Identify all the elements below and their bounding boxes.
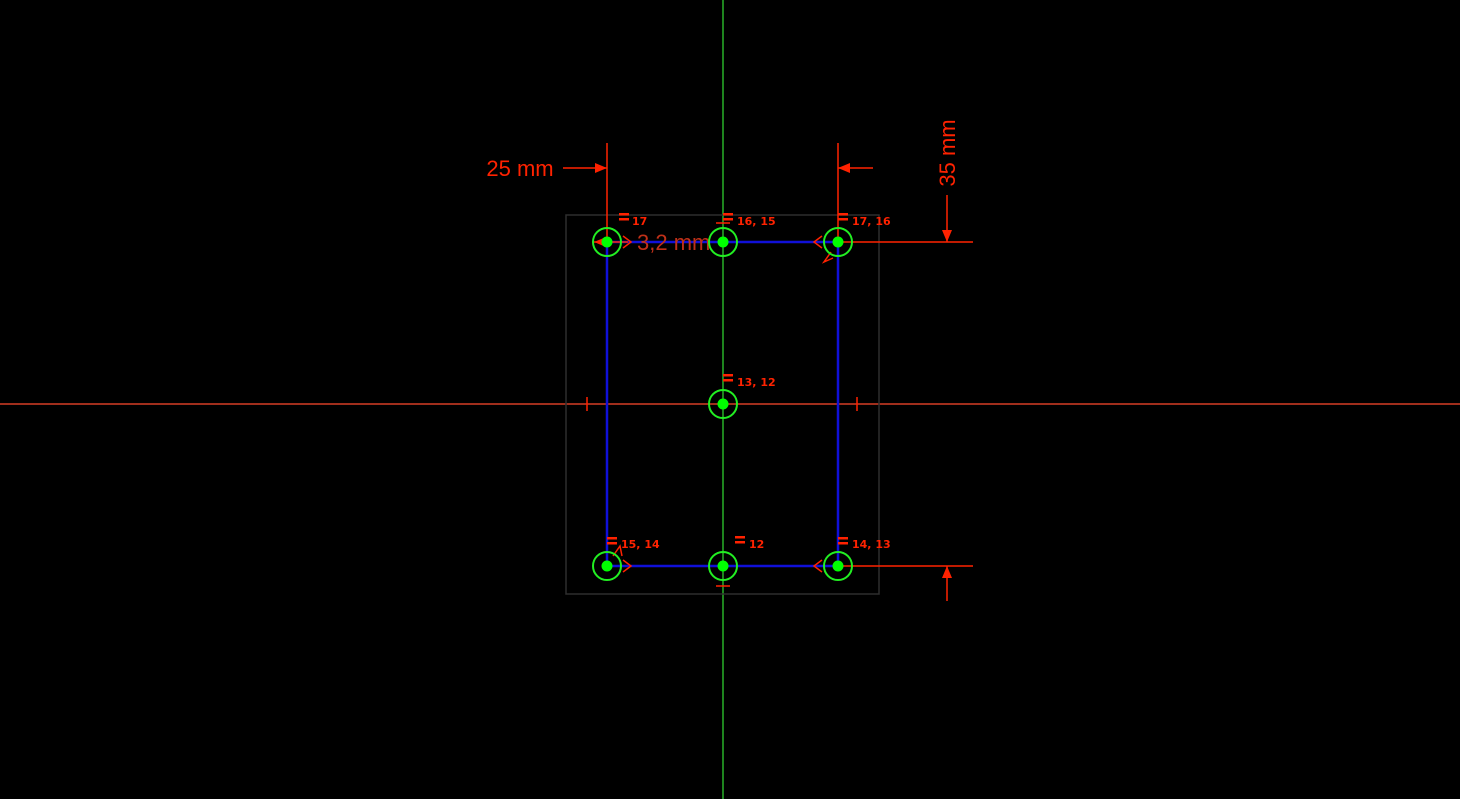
constraint-equal-bottom-right[interactable]: 14, 13: [838, 537, 891, 551]
equal-icon-bar: [723, 218, 733, 221]
point-bottom-left[interactable]: [592, 551, 622, 581]
constraint-equal-bottom-left[interactable]: 15, 14: [607, 537, 660, 551]
vertical-dimension[interactable]: 35 mm: [838, 119, 973, 601]
constraint-equal-center[interactable]: 13, 12: [723, 374, 776, 389]
constraint-equal-top-left[interactable]: 17: [619, 213, 647, 228]
equal-icon-bar: [838, 218, 848, 221]
corner-marker-bottom-right: [812, 559, 823, 573]
equal-icon: [723, 213, 733, 216]
corner-marker-bottom-left: [622, 559, 633, 573]
radius-dimension-label[interactable]: 3,2 mm: [637, 230, 710, 255]
radius-dimension[interactable]: 3,2 mm: [594, 230, 710, 255]
equal-icon: [619, 213, 629, 216]
equal-icon: [723, 374, 733, 377]
corner-marker-top-right: [812, 235, 823, 249]
equal-icon-bar: [607, 542, 617, 545]
constraint-equal-top-mid[interactable]: 16, 15: [723, 213, 776, 228]
radius-chevron: [622, 235, 633, 249]
constraint-label: 13, 12: [737, 376, 776, 389]
point-bottom-right[interactable]: [823, 551, 853, 581]
corner-marker-top-right-lower: [821, 251, 834, 264]
constraint-label: 15, 14: [621, 538, 660, 551]
constraint-label: 16, 15: [737, 215, 776, 228]
point-top-right[interactable]: [823, 227, 853, 257]
constraint-label: 17: [632, 215, 647, 228]
vertical-dimension-label[interactable]: 35 mm: [935, 119, 960, 186]
constraint-equal-bottom-mid[interactable]: 12: [735, 536, 764, 551]
constraint-equal-top-right[interactable]: 17, 16: [838, 213, 891, 228]
equal-icon: [735, 536, 745, 539]
equal-icon-bar: [838, 542, 848, 545]
corner-marker-bottom-left-upper: [612, 544, 623, 557]
equal-icon-bar: [723, 379, 733, 382]
equal-icon: [838, 537, 848, 540]
constraint-label: 12: [749, 538, 764, 551]
horizontal-dimension[interactable]: 25 mm: [486, 143, 873, 242]
constraint-label: 17, 16: [852, 215, 891, 228]
selection-bounding-box: [565, 214, 880, 595]
equal-icon-bar: [735, 541, 745, 544]
equal-icon: [838, 213, 848, 216]
point-top-mid[interactable]: [708, 227, 738, 257]
point-center[interactable]: [708, 389, 738, 419]
point-bottom-mid[interactable]: [708, 551, 738, 581]
horizontal-dimension-label[interactable]: 25 mm: [486, 156, 553, 181]
point-top-left[interactable]: [592, 227, 622, 257]
constraint-label: 14, 13: [852, 538, 891, 551]
equal-icon-bar: [619, 218, 629, 221]
equal-icon: [607, 537, 617, 540]
